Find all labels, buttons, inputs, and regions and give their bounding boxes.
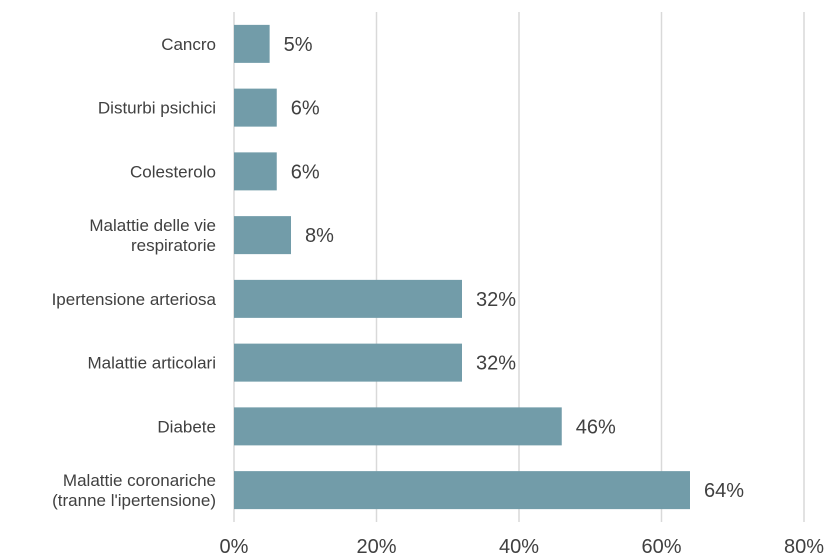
category-label: Diabete — [157, 417, 216, 436]
category-label: Malattie coronariche (tranne l'ipertensio… — [52, 471, 216, 510]
category-label-line: Malattie delle vie — [89, 216, 216, 235]
grid-layer — [233, 12, 805, 522]
data-label: 46% — [576, 416, 616, 438]
category-label: Malattie articolari — [88, 354, 217, 373]
category-label: Cancro — [161, 35, 216, 54]
bar-layer — [234, 24, 690, 510]
category-label-line: respiratorie — [131, 236, 216, 255]
data-label: 6% — [291, 98, 320, 120]
category-label: Colesterolo — [130, 162, 216, 181]
category-label-line: Colesterolo — [130, 162, 216, 181]
x-tick-label: 0% — [220, 536, 249, 558]
data-label: 32% — [476, 289, 516, 311]
bar — [234, 407, 562, 446]
bar — [234, 88, 277, 127]
category-label-line: Malattie articolari — [88, 354, 217, 373]
category-label-line: (tranne l'ipertensione) — [52, 491, 216, 510]
category-label-line: Cancro — [161, 35, 216, 54]
bar — [234, 216, 291, 255]
x-tick-label: 40% — [499, 536, 539, 558]
category-label-line: Ipertensione arteriosa — [52, 290, 217, 309]
bar — [234, 24, 270, 63]
category-label-line: Disturbi psichici — [98, 99, 216, 118]
bar — [234, 471, 690, 510]
category-label: Disturbi psichici — [98, 99, 216, 118]
bar — [234, 343, 462, 382]
x-tick-label: 60% — [641, 536, 681, 558]
bar — [234, 152, 277, 191]
category-label-line: Diabete — [157, 417, 216, 436]
x-tick-label: 80% — [784, 536, 824, 558]
data-label: 8% — [305, 225, 334, 247]
x-tick-label: 20% — [356, 536, 396, 558]
bar — [234, 279, 462, 318]
data-label: 5% — [284, 34, 313, 56]
data-label: 64% — [704, 480, 744, 502]
data-label: 32% — [476, 353, 516, 375]
category-label: Malattie delle vie respiratorie — [89, 216, 216, 255]
category-label: Ipertensione arteriosa — [52, 290, 217, 309]
data-label: 6% — [291, 161, 320, 183]
label-layer: 0% 20% 40% 60% 80% 5% Cancro 6% Disturbi psichic… — [52, 34, 825, 558]
category-label-line: Malattie coronariche — [63, 471, 216, 490]
